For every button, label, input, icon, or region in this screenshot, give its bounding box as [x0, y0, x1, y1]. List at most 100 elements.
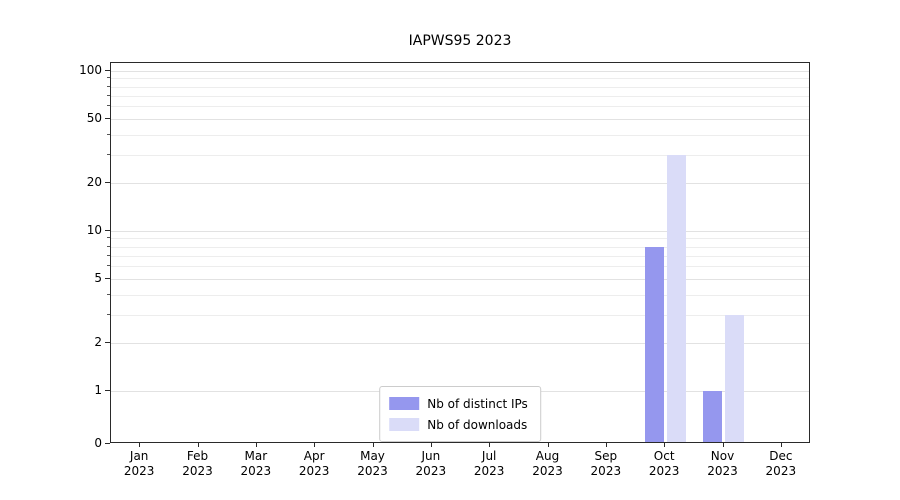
y-tick-5 [105, 278, 110, 280]
x-tick-4 [372, 443, 374, 447]
legend-label-downloads: Nb of downloads [427, 417, 528, 432]
gridline-y-6 [111, 266, 809, 268]
x-tick-label-4: May 2023 [343, 449, 403, 479]
legend-swatch-downloads-icon [389, 418, 420, 431]
x-tick-label-0: Jan 2023 [109, 449, 169, 479]
y-minor-tick-40 [107, 133, 110, 135]
y-tick-50 [105, 118, 110, 120]
bar-downloads-oct-2023 [666, 154, 686, 442]
bar-downloads-nov-2023 [725, 314, 744, 442]
x-tick-month: Jan [129, 449, 149, 463]
legend-item-distinct-ips: Nb of distinct IPs [389, 393, 528, 414]
y-tick-10 [105, 230, 110, 231]
gridline-y-30 [111, 154, 809, 156]
x-tick-month: Aug [535, 449, 560, 463]
gridline-y-100 [111, 71, 809, 72]
x-tick-month: Apr [303, 449, 325, 463]
x-tick-year: 2023 [182, 464, 213, 478]
x-tick-7 [547, 443, 549, 447]
x-tick-year: 2023 [473, 464, 505, 478]
x-tick-year: 2023 [590, 464, 622, 478]
x-tick-month: Mar [244, 449, 268, 463]
x-tick-label-9: Oct 2023 [634, 449, 694, 479]
gridline-y-2 [111, 342, 809, 344]
x-tick-month: Dec [769, 449, 793, 463]
gridline-y-5 [111, 279, 809, 281]
legend-item-downloads: Nb of downloads [389, 414, 528, 435]
gridline-y-80 [111, 86, 809, 88]
gridline-y-9 [111, 238, 809, 240]
gridline-y-60 [111, 106, 809, 108]
x-tick-2 [255, 443, 257, 447]
legend-swatch-distinct-ips-icon [389, 397, 420, 410]
x-tick-month: Oct [653, 449, 675, 463]
y-minor-tick-4 [107, 293, 110, 295]
y-tick-label-50: 50 [86, 111, 102, 126]
gridline-y-90 [111, 78, 809, 80]
y-tick-label-20: 20 [86, 174, 102, 189]
y-tick-1 [105, 390, 110, 391]
x-tick-year: 2023 [707, 464, 738, 478]
x-tick-month: May [360, 449, 385, 463]
y-tick-label-100: 100 [79, 63, 102, 77]
chart-title: IAPWS95 2023 [408, 33, 512, 49]
y-tick-20 [105, 181, 110, 183]
x-tick-8 [605, 443, 607, 447]
x-tick-year: 2023 [123, 464, 155, 478]
x-tick-label-6: Jul 2023 [459, 449, 519, 479]
x-tick-label-8: Sep 2023 [576, 449, 636, 479]
gridline-y-8 [111, 246, 809, 248]
y-tick-100 [105, 70, 110, 71]
y-minor-tick-90 [107, 77, 110, 79]
y-tick-label-5: 5 [94, 271, 102, 286]
bar-distinct-ips-oct-2023 [644, 246, 664, 442]
y-tick-label-2: 2 [94, 334, 102, 349]
y-minor-tick-8 [107, 245, 110, 247]
y-minor-tick-80 [107, 85, 110, 87]
gridline-y-4 [111, 294, 809, 296]
gridline-y-20 [111, 182, 809, 184]
y-minor-tick-70 [107, 94, 110, 96]
x-tick-year: 2023 [648, 464, 680, 478]
x-tick-11 [780, 443, 782, 447]
gridline-y-7 [111, 255, 809, 257]
plot-area [110, 62, 810, 443]
x-tick-label-5: Jun 2023 [401, 449, 461, 479]
y-tick-label-1: 1 [94, 383, 102, 397]
x-tick-month: Feb [186, 449, 209, 463]
y-tick-2 [105, 341, 110, 343]
y-tick-0 [105, 443, 110, 444]
gridline-y-50 [111, 119, 809, 121]
y-tick-label-0: 0 [94, 436, 102, 450]
x-tick-year: 2023 [298, 464, 330, 478]
x-tick-month: Jul [481, 449, 497, 463]
x-tick-5 [430, 443, 432, 447]
legend-label-distinct-ips: Nb of distinct IPs [427, 396, 528, 411]
x-tick-3 [314, 443, 316, 447]
gridline-y-40 [111, 134, 809, 136]
y-minor-tick-3 [107, 313, 110, 315]
gridline-y-70 [111, 95, 809, 97]
y-minor-tick-60 [107, 105, 110, 107]
x-tick-year: 2023 [532, 464, 563, 478]
x-tick-year: 2023 [357, 464, 388, 478]
y-minor-tick-30 [107, 153, 110, 155]
x-tick-6 [489, 443, 491, 447]
x-tick-1 [197, 443, 199, 447]
legend: Nb of distinct IPs Nb of downloads [379, 386, 541, 442]
x-tick-label-3: Apr 2023 [284, 449, 344, 479]
x-tick-label-2: Mar 2023 [226, 449, 286, 479]
x-tick-label-1: Feb 2023 [168, 449, 228, 479]
y-tick-label-10: 10 [86, 223, 102, 237]
x-tick-9 [664, 443, 666, 447]
x-tick-year: 2023 [240, 464, 272, 478]
x-tick-month: Nov [710, 449, 735, 463]
gridline-y-10 [111, 231, 809, 232]
y-minor-tick-6 [107, 265, 110, 267]
x-tick-label-7: Aug 2023 [518, 449, 578, 479]
x-tick-label-10: Nov 2023 [693, 449, 753, 479]
x-tick-month: Sep [594, 449, 618, 463]
x-tick-year: 2023 [415, 464, 447, 478]
x-tick-10 [722, 443, 724, 447]
